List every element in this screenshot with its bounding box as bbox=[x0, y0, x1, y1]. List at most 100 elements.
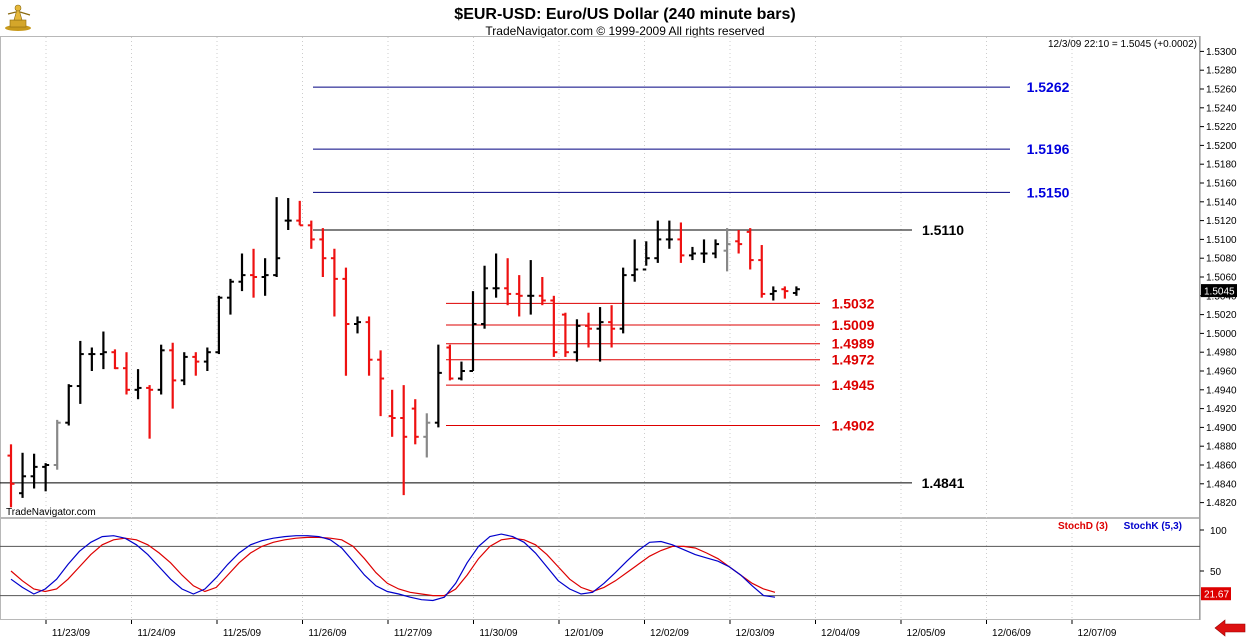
price-tick-label: 1.4900 bbox=[1206, 423, 1237, 434]
level-label: 1.5009 bbox=[832, 317, 875, 333]
price-bar bbox=[226, 278, 234, 315]
price-bar bbox=[377, 350, 385, 417]
vertical-grid bbox=[45, 37, 1073, 620]
price-bar bbox=[365, 316, 373, 376]
logo-icon bbox=[5, 4, 31, 31]
price-tick-label: 1.4960 bbox=[1206, 367, 1237, 378]
date-tick-label: 11/30/09 bbox=[479, 628, 518, 639]
price-bar bbox=[180, 352, 188, 386]
price-bar bbox=[758, 245, 766, 298]
current-price-label: 1.5045 bbox=[1204, 287, 1235, 298]
price-tick-label: 1.5240 bbox=[1206, 103, 1237, 114]
level-label: 1.4902 bbox=[832, 418, 875, 434]
price-bar bbox=[712, 239, 720, 259]
price-axis: 1.5300 1.5280 1.5260 1.5240 1.5220 1.5200 1.51… bbox=[1200, 47, 1237, 509]
quote-readout: 12/3/09 22:10 = 1.5045 (+0.0002) bbox=[1048, 39, 1197, 50]
price-bar bbox=[481, 265, 489, 329]
price-bar bbox=[469, 291, 477, 372]
date-tick-label: 11/24/09 bbox=[137, 628, 176, 639]
level-label: 1.5196 bbox=[1027, 141, 1070, 157]
price-bar bbox=[538, 277, 546, 306]
date-tick-label: 12/03/09 bbox=[736, 628, 775, 639]
price-bar bbox=[146, 385, 154, 439]
level-label: 1.5262 bbox=[1027, 79, 1070, 95]
price-bar bbox=[76, 340, 84, 404]
legend-stochk: StochK (5,3) bbox=[1124, 521, 1182, 532]
price-bar bbox=[215, 295, 223, 355]
price-tick-label: 1.5060 bbox=[1206, 273, 1237, 284]
date-tick-label: 11/25/09 bbox=[223, 628, 262, 639]
level-lines: 1.5262 1.5196 1.5150 1.5110 1.5032 1.5009 1.49… bbox=[0, 79, 1070, 491]
price-bar bbox=[134, 369, 142, 400]
price-tick-label: 1.5020 bbox=[1206, 310, 1237, 321]
price-tick-label: 1.4980 bbox=[1206, 348, 1237, 359]
price-bar bbox=[561, 312, 569, 357]
price-bar bbox=[388, 389, 396, 437]
stochastic-panel: 100 50 21.67 bbox=[0, 526, 1231, 602]
price-bar bbox=[792, 286, 800, 296]
price-tick-label: 1.5180 bbox=[1206, 160, 1237, 171]
price-bar bbox=[192, 352, 200, 376]
price-bar bbox=[354, 316, 361, 334]
price-tick-label: 1.4920 bbox=[1206, 404, 1237, 415]
price-bar bbox=[688, 246, 696, 261]
price-tick-label: 1.5220 bbox=[1206, 122, 1237, 133]
date-tick-label: 11/23/09 bbox=[52, 628, 91, 639]
date-tick-label: 12/04/09 bbox=[821, 628, 860, 639]
price-bar bbox=[342, 267, 350, 376]
date-tick-label: 11/27/09 bbox=[394, 628, 433, 639]
price-tick-label: 1.4840 bbox=[1206, 479, 1237, 490]
price-bar bbox=[665, 220, 673, 249]
date-tick-label: 11/26/09 bbox=[308, 628, 347, 639]
price-tick-label: 1.5260 bbox=[1206, 85, 1237, 96]
stoch-value-badge bbox=[1201, 587, 1231, 601]
price-bar bbox=[53, 419, 61, 470]
price-bar bbox=[735, 230, 743, 254]
date-tick-label: 12/06/09 bbox=[992, 628, 1031, 639]
date-tick-label: 12/07/09 bbox=[1078, 628, 1117, 639]
price-bar bbox=[250, 248, 258, 298]
stoch-series-line bbox=[10, 536, 776, 597]
price-bar bbox=[307, 220, 315, 249]
price-bar bbox=[654, 220, 662, 263]
price-bar bbox=[88, 347, 96, 371]
price-bar bbox=[746, 228, 754, 270]
price-bar bbox=[434, 344, 442, 428]
price-bar bbox=[527, 260, 535, 315]
date-tick-label: 12/05/09 bbox=[907, 628, 946, 639]
current-price-badge bbox=[1201, 284, 1237, 298]
price-tick-label: 1.5160 bbox=[1206, 179, 1237, 190]
stoch-tick-label: 100 bbox=[1210, 526, 1227, 537]
price-bar bbox=[504, 258, 512, 306]
legend-stochd: StochD (3) bbox=[1058, 521, 1108, 532]
price-bar bbox=[319, 228, 327, 277]
price-bar bbox=[42, 463, 50, 492]
price-bar bbox=[642, 241, 650, 271]
price-bar bbox=[423, 413, 431, 458]
price-bar bbox=[411, 399, 419, 445]
price-tick-label: 1.4860 bbox=[1206, 461, 1237, 472]
watermark: TradeNavigator.com bbox=[6, 507, 96, 518]
price-bar bbox=[596, 307, 604, 362]
date-axis: 11/23/09 11/24/09 11/25/09 11/26/09 11/27/09… bbox=[45, 620, 1117, 639]
price-tick-label: 1.5100 bbox=[1206, 235, 1237, 246]
level-label: 1.4972 bbox=[832, 352, 875, 368]
red-left-arrow-icon[interactable] bbox=[1214, 619, 1246, 637]
price-bar bbox=[19, 452, 27, 498]
price-bar bbox=[550, 295, 558, 357]
price-bar bbox=[723, 228, 731, 272]
price-bar bbox=[203, 347, 211, 371]
price-bar bbox=[111, 349, 119, 370]
price-bar bbox=[7, 444, 15, 508]
price-bar bbox=[330, 248, 338, 317]
price-panel-frame bbox=[0, 36, 1200, 518]
price-tick-label: 1.4820 bbox=[1206, 498, 1237, 509]
price-bar bbox=[99, 331, 107, 370]
price-bar bbox=[30, 453, 38, 489]
price-bar bbox=[123, 352, 130, 395]
stoch-tick-label: 50 bbox=[1210, 567, 1222, 578]
price-bar bbox=[515, 275, 523, 317]
level-label: 1.4945 bbox=[832, 377, 875, 393]
price-bar bbox=[446, 344, 454, 381]
chart-subtitle: TradeNavigator.com © 1999-2009 All right… bbox=[485, 24, 764, 38]
